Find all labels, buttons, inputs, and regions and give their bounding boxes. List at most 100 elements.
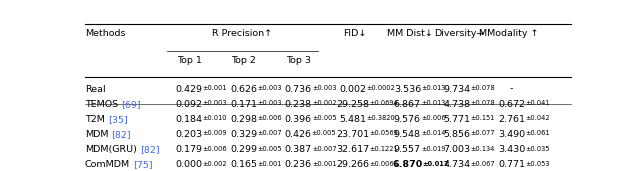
Text: 4.734: 4.734 [444,160,470,169]
Text: ±0.009: ±0.009 [203,130,227,136]
Text: ±0.006: ±0.006 [257,115,282,121]
Text: 0.429: 0.429 [175,85,203,94]
Text: 9.557: 9.557 [394,145,421,154]
Text: Methods: Methods [85,29,125,38]
Text: MDM(GRU): MDM(GRU) [85,145,137,154]
Text: 4.738: 4.738 [444,100,470,109]
Text: ±0.035: ±0.035 [525,146,550,152]
Text: ±0.0002: ±0.0002 [366,85,395,91]
Text: ±0.042: ±0.042 [525,115,550,121]
Text: 0.236: 0.236 [285,160,312,169]
Text: ±0.053: ±0.053 [525,161,550,167]
Text: Top 2: Top 2 [231,56,256,65]
Text: ComMDM: ComMDM [85,160,130,169]
Text: 0.396: 0.396 [285,115,312,124]
Text: [82]: [82] [140,145,159,154]
Text: ±0.003: ±0.003 [257,85,282,91]
Text: ±0.003: ±0.003 [257,100,282,106]
Text: ±0.007: ±0.007 [312,146,337,152]
Text: 6.870: 6.870 [392,160,422,169]
Text: MDM: MDM [85,130,108,139]
Text: Top 3: Top 3 [285,56,311,65]
Text: 0.626: 0.626 [230,85,257,94]
Text: ±0.3820: ±0.3820 [366,115,395,121]
Text: 0.238: 0.238 [285,100,312,109]
Text: 0.329: 0.329 [230,130,257,139]
Text: ±0.134: ±0.134 [470,146,495,152]
Text: ±0.005: ±0.005 [312,130,337,136]
Text: 3.536: 3.536 [394,85,421,94]
Text: 5.771: 5.771 [444,115,470,124]
Text: ±0.005: ±0.005 [312,115,337,121]
Text: Top 1: Top 1 [177,56,202,65]
Text: 0.387: 0.387 [285,145,312,154]
Text: 0.000: 0.000 [175,160,203,169]
Text: 0.002: 0.002 [339,85,366,94]
Text: 0.092: 0.092 [175,100,203,109]
Text: 5.481: 5.481 [339,115,366,124]
Text: ±0.010: ±0.010 [203,115,227,121]
Text: 32.617: 32.617 [336,145,369,154]
Text: ±0.007: ±0.007 [257,130,282,136]
Text: ±0.1221: ±0.1221 [369,146,398,152]
Text: ±0.0694: ±0.0694 [369,100,398,106]
Text: T2M: T2M [85,115,105,124]
Text: ±0.003: ±0.003 [312,85,336,91]
Text: 0.299: 0.299 [230,145,257,154]
Text: ±0.078: ±0.078 [470,85,495,91]
Text: 9.548: 9.548 [394,130,421,139]
Text: ±0.019: ±0.019 [421,146,445,152]
Text: 0.426: 0.426 [285,130,312,139]
Text: 0.171: 0.171 [230,100,257,109]
Text: ±0.013: ±0.013 [421,100,445,106]
Text: ±0.001: ±0.001 [312,161,336,167]
Text: ±0.006: ±0.006 [421,115,445,121]
Text: ±0.002: ±0.002 [312,100,337,106]
Text: 2.761: 2.761 [498,115,525,124]
Text: ±0.013: ±0.013 [421,85,445,91]
Text: TEMOS: TEMOS [85,100,118,109]
Text: [69]: [69] [121,100,141,109]
Text: 0.179: 0.179 [175,145,203,154]
Text: 9.734: 9.734 [444,85,470,94]
Text: ±0.0569: ±0.0569 [369,130,398,136]
Text: ±0.041: ±0.041 [525,100,550,106]
Text: 29.258: 29.258 [336,100,369,109]
Text: R Precision↑: R Precision↑ [212,29,273,38]
Text: 23.701: 23.701 [336,130,369,139]
Text: ±0.001: ±0.001 [257,161,282,167]
Text: 0.672: 0.672 [498,100,525,109]
Text: ±0.006: ±0.006 [203,146,227,152]
Text: ±0.078: ±0.078 [470,100,495,106]
Text: ±0.0068: ±0.0068 [369,161,398,167]
Text: 9.576: 9.576 [394,115,421,124]
Text: ±0.077: ±0.077 [470,130,495,136]
Text: ±0.151: ±0.151 [470,115,495,121]
Text: MM Dist↓: MM Dist↓ [387,29,433,38]
Text: Real: Real [85,85,106,94]
Text: 5.856: 5.856 [444,130,470,139]
Text: ±0.002: ±0.002 [203,161,227,167]
Text: 3.490: 3.490 [498,130,525,139]
Text: MModality ↑: MModality ↑ [479,29,539,38]
Text: -: - [510,85,513,94]
Text: [35]: [35] [108,115,127,124]
Text: 6.867: 6.867 [394,100,421,109]
Text: ±0.061: ±0.061 [525,130,550,136]
Text: ±0.003: ±0.003 [203,100,227,106]
Text: ±0.001: ±0.001 [203,85,227,91]
Text: 0.736: 0.736 [285,85,312,94]
Text: 0.184: 0.184 [175,115,203,124]
Text: ±0.067: ±0.067 [470,161,495,167]
Text: 0.165: 0.165 [230,160,257,169]
Text: 0.203: 0.203 [175,130,203,139]
Text: 7.003: 7.003 [444,145,470,154]
Text: [75]: [75] [133,160,153,169]
Text: 0.298: 0.298 [230,115,257,124]
Text: ±0.017: ±0.017 [422,161,449,167]
Text: Diversity→: Diversity→ [435,29,484,38]
Text: 0.771: 0.771 [498,160,525,169]
Text: 29.266: 29.266 [336,160,369,169]
Text: ±0.005: ±0.005 [257,146,282,152]
Text: ±0.014: ±0.014 [421,130,445,136]
